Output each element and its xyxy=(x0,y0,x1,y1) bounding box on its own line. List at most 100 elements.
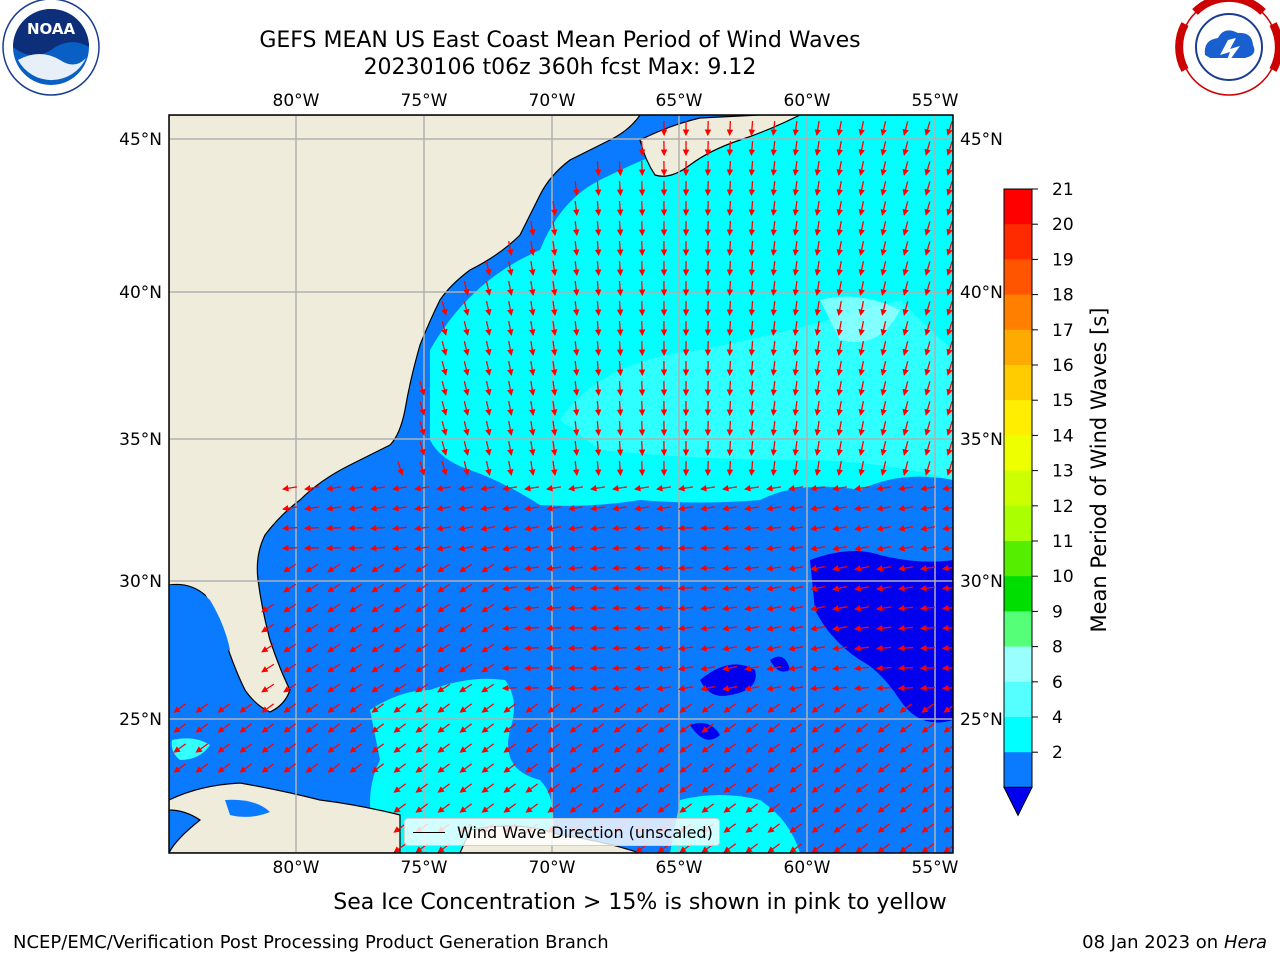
wave-direction-arrow xyxy=(833,723,847,733)
wave-direction-arrow xyxy=(723,723,737,733)
wave-direction-arrow xyxy=(814,280,821,296)
wave-direction-arrow xyxy=(877,803,891,813)
wave-direction-arrow xyxy=(745,803,759,813)
wave-direction-arrow xyxy=(836,320,843,336)
wave-direction-arrow xyxy=(349,703,363,713)
wave-direction-arrow xyxy=(921,723,935,733)
wave-direction-arrow xyxy=(855,803,869,813)
wave-direction-arrow xyxy=(327,683,341,693)
wave-direction-arrow xyxy=(392,505,408,512)
wave-direction-arrow xyxy=(459,803,473,813)
wave-direction-arrow xyxy=(507,281,514,296)
wave-direction-arrow xyxy=(946,141,953,156)
colorbar-tick-label: 2 xyxy=(1052,743,1063,763)
wave-direction-arrow xyxy=(502,505,518,512)
wave-direction-arrow xyxy=(638,400,646,417)
wave-direction-arrow xyxy=(854,505,870,512)
wave-direction-arrow xyxy=(616,360,624,377)
wave-direction-arrow xyxy=(480,525,495,532)
wave-direction-arrow xyxy=(877,723,891,733)
wave-direction-arrow xyxy=(858,461,865,476)
wave-direction-arrow xyxy=(946,281,953,296)
wave-direction-arrow xyxy=(678,485,694,492)
wave-direction-arrow xyxy=(415,623,429,633)
wave-direction-arrow xyxy=(545,564,562,572)
wave-direction-arrow xyxy=(854,565,869,572)
wave-direction-arrow xyxy=(481,583,495,593)
wave-direction-arrow xyxy=(195,723,209,733)
wave-direction-arrow xyxy=(419,441,426,456)
wave-direction-arrow xyxy=(415,563,429,573)
wave-direction-arrow xyxy=(523,584,540,592)
wave-direction-arrow xyxy=(303,524,320,532)
wave-direction-arrow xyxy=(789,783,803,793)
wave-direction-arrow xyxy=(810,485,826,492)
wave-direction-arrow xyxy=(899,823,913,833)
wave-direction-arrow xyxy=(551,360,558,377)
wave-direction-arrow xyxy=(572,180,580,197)
wave-direction-arrow xyxy=(766,585,782,592)
wave-direction-arrow xyxy=(745,763,759,773)
wave-direction-arrow xyxy=(946,241,953,256)
wave-direction-arrow xyxy=(770,460,778,477)
wave-direction-arrow xyxy=(766,485,782,492)
wave-direction-arrow xyxy=(836,220,843,236)
wave-direction-arrow xyxy=(638,180,646,197)
wave-direction-arrow xyxy=(633,544,650,552)
wave-direction-arrow xyxy=(748,280,756,297)
wave-direction-arrow xyxy=(836,360,843,376)
wave-direction-arrow xyxy=(770,380,778,397)
wave-direction-arrow xyxy=(766,565,782,572)
wave-direction-arrow xyxy=(898,545,914,552)
wave-direction-arrow xyxy=(833,763,847,773)
colorbar-tick-label: 13 xyxy=(1052,462,1074,482)
wave-direction-arrow xyxy=(529,320,536,336)
wave-direction-arrow xyxy=(700,485,716,492)
wave-direction-arrow xyxy=(832,485,848,492)
wave-direction-arrow xyxy=(261,763,275,773)
wave-direction-arrow xyxy=(836,140,843,156)
wave-direction-arrow xyxy=(836,180,843,196)
wave-direction-arrow xyxy=(877,743,891,753)
wave-direction-arrow xyxy=(480,505,496,512)
wave-direction-arrow xyxy=(924,281,931,296)
wave-direction-arrow xyxy=(441,401,448,416)
wave-direction-arrow xyxy=(792,400,800,417)
wave-direction-arrow xyxy=(591,763,605,773)
wave-direction-arrow xyxy=(919,664,936,672)
colorbar-segment xyxy=(1004,365,1032,401)
colorbar-tick-label: 18 xyxy=(1052,286,1074,306)
wave-direction-arrow xyxy=(875,605,892,612)
wave-direction-arrow xyxy=(545,604,562,612)
wave-direction-arrow xyxy=(699,625,716,632)
wave-direction-arrow xyxy=(611,664,628,672)
wave-direction-arrow xyxy=(924,181,931,196)
wave-direction-arrow xyxy=(370,485,386,492)
colorbar-tick-label: 9 xyxy=(1052,602,1063,622)
wave-direction-arrow xyxy=(858,281,865,296)
wave-direction-arrow xyxy=(748,260,756,277)
wave-direction-arrow xyxy=(569,743,583,753)
wave-direction-arrow xyxy=(858,301,865,316)
wave-direction-arrow xyxy=(591,703,605,713)
colorbar-segment xyxy=(1004,717,1032,753)
wave-direction-arrow xyxy=(880,321,887,336)
wave-direction-arrow xyxy=(677,584,694,592)
wave-direction-arrow xyxy=(594,360,602,377)
wave-direction-arrow xyxy=(810,665,826,672)
footer-machine: Hera xyxy=(1223,932,1267,953)
wave-direction-arrow xyxy=(441,361,448,376)
wave-direction-arrow xyxy=(503,743,517,753)
wave-direction-arrow xyxy=(943,725,953,733)
wave-direction-arrow xyxy=(748,420,756,437)
wave-direction-arrow xyxy=(529,440,536,456)
wave-direction-arrow xyxy=(436,505,452,512)
wave-direction-arrow xyxy=(397,461,404,476)
wave-direction-arrow xyxy=(924,241,931,256)
wave-direction-arrow xyxy=(679,723,693,733)
wave-direction-arrow xyxy=(855,703,869,713)
colorbar-tick-label: 6 xyxy=(1052,673,1063,693)
wave-direction-arrow xyxy=(611,524,628,532)
lat-label-right: 40°N xyxy=(960,283,1003,303)
wave-direction-arrow xyxy=(393,743,407,753)
